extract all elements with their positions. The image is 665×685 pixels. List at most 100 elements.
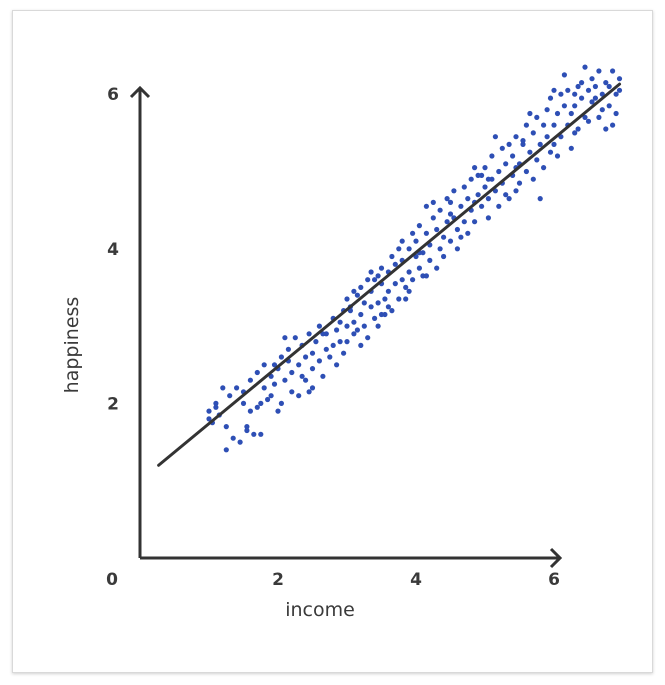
data-point [479, 203, 485, 209]
data-point [461, 184, 467, 190]
data-point [392, 261, 398, 267]
data-point [561, 72, 568, 78]
data-point [475, 192, 481, 198]
data-point [306, 331, 312, 337]
data-point [551, 122, 557, 128]
data-point [261, 362, 267, 368]
x-tick-labels: 2 4 6 [272, 570, 560, 590]
data-point [299, 373, 305, 379]
data-point [230, 435, 236, 441]
data-point [247, 377, 253, 383]
x-tick-label: 4 [410, 570, 422, 590]
data-point [278, 400, 284, 406]
data-point [465, 196, 471, 202]
data-point [572, 130, 578, 136]
data-point [475, 172, 481, 178]
data-point [482, 165, 488, 171]
data-point [582, 64, 588, 70]
data-point [282, 335, 288, 341]
data-point [416, 223, 422, 229]
data-point [558, 91, 564, 97]
data-point [430, 199, 436, 205]
data-point [344, 339, 350, 345]
data-point [551, 87, 557, 93]
data-point [351, 288, 357, 294]
data-point [534, 157, 540, 163]
data-point [213, 404, 219, 410]
data-point [309, 366, 316, 372]
data-point [240, 400, 247, 406]
data-point [289, 389, 295, 395]
data-point [351, 331, 357, 337]
data-point [547, 149, 554, 155]
data-point [247, 408, 253, 414]
data-point [378, 311, 385, 318]
data-point [382, 296, 388, 302]
data-point [458, 203, 464, 209]
data-point [551, 141, 557, 147]
data-point [610, 68, 616, 74]
data-point [423, 203, 429, 209]
data-point [396, 246, 402, 252]
data-point [254, 369, 260, 376]
data-point [351, 319, 357, 325]
x-tick-label: 2 [272, 570, 284, 590]
data-point [268, 393, 274, 399]
data-point [489, 153, 495, 159]
y-tick-label: 6 [107, 85, 119, 105]
data-point [603, 80, 609, 86]
data-point [589, 76, 595, 82]
data-point [579, 80, 585, 86]
data-point [458, 234, 464, 240]
data-point [444, 219, 450, 225]
data-point [503, 161, 509, 167]
data-point [520, 138, 526, 144]
data-point [527, 149, 533, 155]
data-point [585, 118, 592, 124]
data-point [368, 304, 374, 310]
data-point [258, 431, 264, 437]
data-point [385, 288, 391, 294]
data-point [437, 246, 443, 252]
data-point [544, 134, 550, 140]
data-point [537, 196, 543, 202]
data-point [575, 83, 581, 90]
data-point [585, 87, 592, 93]
data-point [561, 103, 568, 109]
data-point [582, 114, 588, 120]
data-point [392, 281, 398, 287]
data-point [358, 284, 364, 290]
data-point [465, 230, 471, 236]
data-point [610, 122, 616, 128]
data-point [271, 381, 278, 387]
data-point [278, 354, 284, 360]
data-point [396, 296, 402, 302]
data-point [596, 68, 602, 74]
data-point [454, 226, 460, 233]
data-point [509, 153, 516, 159]
data-point [337, 319, 343, 325]
data-point [530, 176, 536, 182]
data-point [334, 362, 340, 368]
data-point [430, 215, 436, 221]
data-point [523, 168, 530, 175]
data-point [237, 439, 243, 445]
data-point [596, 114, 602, 120]
data-point [265, 396, 271, 403]
data-point [341, 350, 347, 356]
data-point [472, 165, 478, 171]
data-point [506, 141, 512, 147]
data-point [271, 362, 278, 368]
data-point [537, 141, 543, 147]
data-point [206, 416, 212, 422]
data-point [496, 203, 502, 209]
data-point [206, 408, 212, 414]
data-point [441, 253, 447, 260]
data-point [568, 145, 574, 151]
data-point [447, 199, 454, 205]
data-point [485, 215, 491, 221]
data-point [589, 99, 595, 105]
data-point [389, 253, 395, 260]
data-point [244, 424, 250, 430]
data-point [316, 358, 322, 364]
